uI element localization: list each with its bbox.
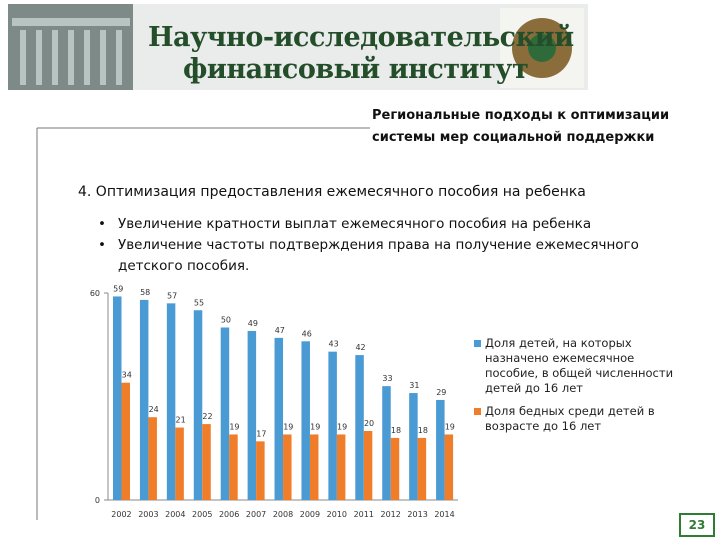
slide-title: Региональные подходы к оптимизации	[372, 108, 670, 123]
data-label: 47	[275, 326, 285, 335]
header-title: Научно-исследовательский	[148, 22, 574, 53]
bar	[417, 437, 427, 500]
legend-entry: Доля детей, на которых назначено ежемеся…	[474, 336, 674, 396]
bar	[390, 437, 400, 500]
x-tick-label: 2005	[192, 510, 212, 519]
page-number: 23	[689, 518, 706, 532]
legend-swatch	[474, 340, 481, 347]
data-label: 43	[329, 340, 339, 349]
bar	[382, 386, 391, 500]
data-label: 19	[445, 422, 455, 431]
bullet-list: • Увеличение кратности выплат ежемесячног…	[98, 214, 688, 277]
data-label: 34	[122, 371, 132, 380]
x-tick-label: 2013	[407, 510, 427, 519]
bar	[121, 382, 130, 500]
bar	[256, 441, 265, 500]
bar	[274, 337, 284, 500]
bullet-text: Увеличение частоты подтверждения права н…	[118, 237, 639, 274]
bar	[309, 434, 319, 500]
data-label: 49	[248, 319, 258, 328]
bar	[355, 355, 364, 500]
bar	[328, 351, 337, 500]
legend-label: Доля детей, на которых назначено ежемеся…	[485, 336, 674, 395]
data-label: 50	[221, 316, 231, 325]
data-label: 21	[176, 416, 186, 425]
data-label: 33	[382, 374, 392, 383]
data-label: 24	[149, 405, 159, 414]
x-tick-label: 2014	[434, 510, 454, 519]
bar	[193, 310, 203, 500]
bullet: • Увеличение кратности выплат ежемесячног…	[98, 214, 688, 235]
legend-swatch	[474, 408, 481, 415]
y-tick-label: 0	[95, 496, 100, 505]
bar	[444, 434, 454, 500]
data-label: 58	[140, 288, 150, 297]
bar	[363, 431, 373, 500]
data-label: 19	[283, 422, 293, 431]
data-label: 20	[364, 419, 374, 428]
x-tick-label: 2002	[111, 510, 131, 519]
slide-title: системы мер социальной поддержки	[372, 130, 655, 145]
data-label: 19	[337, 422, 347, 431]
x-tick-label: 2003	[138, 510, 158, 519]
data-label: 18	[391, 426, 401, 435]
legend-label: Доля бедных среди детей в возрасте до 16…	[485, 404, 655, 433]
x-tick-label: 2012	[381, 510, 401, 519]
bar	[202, 424, 211, 500]
bar	[436, 399, 445, 500]
data-label: 29	[436, 388, 446, 397]
bar	[113, 296, 122, 500]
data-label: 55	[194, 298, 204, 307]
bar	[409, 393, 418, 500]
data-label: 59	[113, 284, 123, 293]
x-tick-label: 2011	[354, 510, 374, 519]
x-tick-label: 2004	[165, 510, 185, 519]
x-tick-label: 2009	[300, 510, 320, 519]
bar	[166, 303, 176, 500]
bullet: • Увеличение частоты подтверждения права …	[98, 235, 688, 277]
data-label: 42	[355, 343, 365, 352]
header-title: финансовый институт	[183, 54, 529, 85]
x-tick-label: 2006	[219, 510, 239, 519]
data-label: 19	[229, 422, 239, 431]
x-tick-label: 2007	[246, 510, 266, 519]
data-label: 57	[167, 291, 177, 300]
bar	[175, 427, 184, 500]
bar	[283, 434, 292, 500]
legend: Доля детей, на которых назначено ежемеся…	[474, 336, 674, 442]
section-heading: 4. Оптимизация предоставления ежемесячно…	[78, 184, 586, 200]
bar	[139, 299, 149, 500]
building-columns	[12, 18, 130, 85]
bullet-text: Увеличение кратности выплат ежемесячного…	[118, 216, 592, 232]
data-label: 22	[202, 412, 212, 421]
page-number-box	[679, 513, 715, 537]
chart: 0 60 2002 59 34 2003 58 24 2004 57 21 2005 55 22 2006 5…	[90, 284, 458, 519]
bar	[301, 341, 310, 500]
data-label: 17	[256, 429, 266, 438]
data-label: 18	[418, 426, 428, 435]
x-tick-label: 2008	[273, 510, 293, 519]
bar	[220, 327, 230, 500]
y-tick-label: 60	[90, 289, 100, 298]
emblem-shield	[528, 34, 556, 62]
bar	[148, 417, 157, 500]
bar	[229, 434, 238, 500]
data-label: 31	[409, 381, 419, 390]
x-tick-label: 2010	[327, 510, 347, 519]
data-label: 46	[302, 329, 312, 338]
bar	[247, 330, 257, 500]
data-label: 19	[310, 422, 320, 431]
legend-entry: Доля бедных среди детей в возрасте до 16…	[474, 404, 674, 434]
bar	[336, 434, 346, 500]
